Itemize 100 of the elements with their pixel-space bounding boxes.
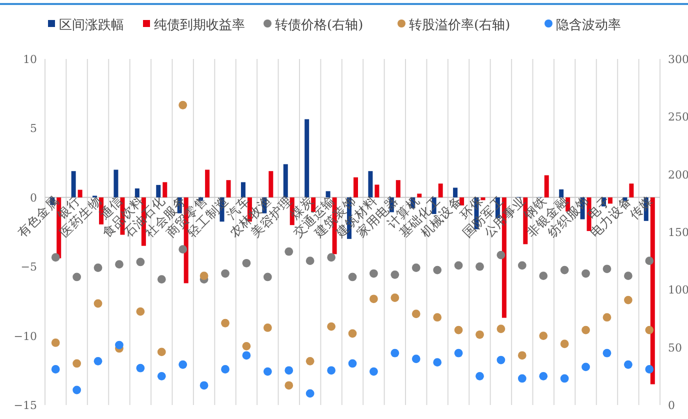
point	[539, 332, 548, 340]
point	[115, 260, 124, 268]
bar	[396, 180, 400, 198]
point	[242, 342, 251, 350]
point	[284, 381, 294, 390]
point	[178, 100, 188, 110]
point	[72, 272, 82, 282]
point	[51, 253, 60, 262]
point	[115, 340, 124, 350]
point	[476, 372, 484, 380]
point	[602, 264, 612, 274]
point	[94, 356, 102, 366]
y2-tick-label: 250	[668, 110, 688, 124]
point	[263, 324, 272, 332]
bar	[205, 170, 210, 198]
y2-tick-label: 200	[668, 168, 688, 182]
point	[51, 365, 60, 374]
point	[306, 389, 314, 398]
point	[624, 272, 632, 280]
point	[390, 348, 400, 358]
point	[582, 269, 590, 278]
bar	[629, 184, 634, 198]
point	[242, 351, 251, 360]
point	[348, 272, 357, 282]
bar	[374, 184, 380, 198]
point	[645, 365, 654, 374]
point	[412, 264, 420, 272]
point	[539, 372, 548, 380]
point	[560, 374, 569, 383]
bar	[162, 182, 168, 198]
point	[178, 245, 188, 254]
point	[221, 365, 230, 374]
point	[94, 299, 102, 308]
point	[348, 329, 357, 338]
point	[200, 272, 208, 280]
bar	[417, 194, 422, 198]
point	[602, 313, 612, 322]
bar	[134, 188, 140, 198]
point	[263, 272, 272, 282]
bar	[226, 180, 231, 198]
y2-tick-label: 150	[668, 226, 688, 239]
point	[518, 261, 526, 270]
point	[221, 318, 230, 328]
point	[645, 326, 654, 334]
y-tick-label: −5	[20, 260, 37, 274]
point	[624, 296, 632, 304]
point	[327, 322, 336, 331]
point	[370, 294, 378, 304]
bar	[608, 197, 612, 204]
point	[306, 356, 314, 366]
bar	[268, 171, 274, 198]
point	[242, 258, 251, 268]
point	[348, 359, 357, 368]
point	[624, 360, 632, 369]
point	[582, 362, 590, 372]
point	[476, 262, 484, 271]
point	[454, 348, 463, 358]
point	[200, 381, 208, 390]
point	[582, 326, 590, 334]
y-tick-label: 10	[23, 53, 37, 66]
point	[496, 356, 506, 364]
y2-tick-label: 0	[668, 399, 675, 412]
legend-label: 区间涨跌幅	[59, 18, 124, 33]
point	[390, 270, 400, 279]
legend-label: 隐含波动率	[556, 17, 621, 33]
bar	[156, 184, 161, 198]
y2-tick-label: 300	[668, 53, 688, 66]
point	[412, 310, 420, 318]
point	[454, 326, 463, 334]
legend-label: 转股溢价率(右轴)	[409, 17, 510, 33]
point	[136, 258, 145, 266]
legend-label: 转债价格(右轴)	[275, 18, 364, 33]
point	[157, 348, 166, 356]
bar	[460, 197, 464, 206]
point	[157, 372, 166, 380]
bar	[559, 189, 564, 198]
point	[263, 367, 272, 376]
bar	[354, 177, 358, 198]
bar	[438, 184, 443, 198]
point	[370, 367, 378, 376]
bar	[114, 170, 118, 198]
y-tick-label: 0	[30, 191, 37, 204]
point	[72, 359, 82, 368]
point	[51, 338, 60, 347]
bar	[453, 188, 458, 198]
point	[560, 340, 569, 348]
point	[433, 266, 442, 274]
y-tick-label: 5	[30, 122, 37, 136]
y-tick-label: −10	[14, 330, 37, 343]
bar	[368, 171, 373, 198]
point	[178, 360, 188, 369]
point	[518, 351, 526, 360]
point	[496, 324, 506, 334]
point	[412, 354, 420, 364]
point	[518, 374, 526, 383]
y-tick-label: −15	[14, 399, 37, 412]
point	[390, 294, 400, 302]
y2-tick-label: 50	[668, 341, 682, 354]
bar	[78, 190, 82, 198]
point	[136, 364, 145, 372]
